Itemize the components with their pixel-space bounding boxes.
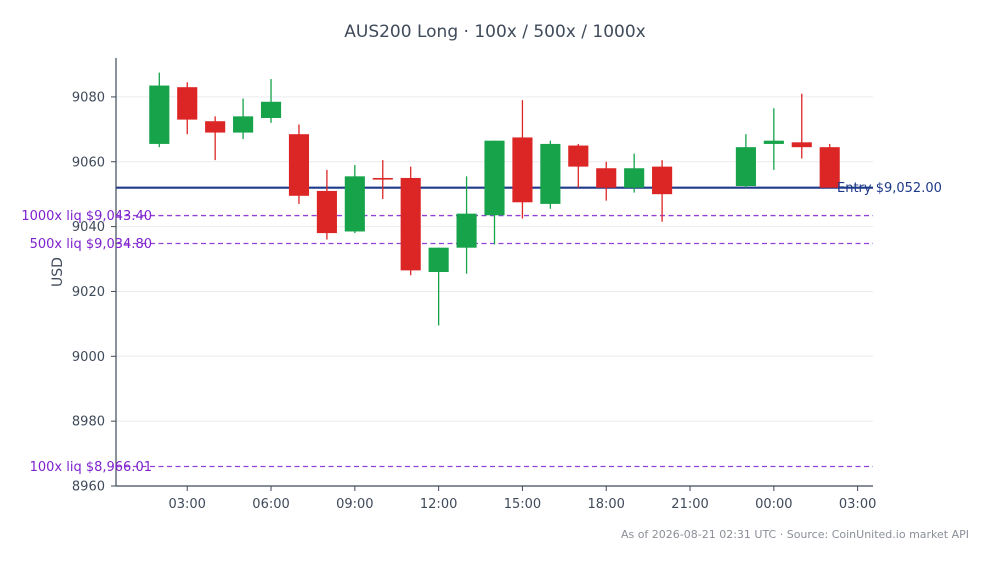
candle-body [316, 190, 337, 234]
candle-body [149, 85, 170, 144]
y-axis-title: USD [50, 257, 66, 287]
entry-label: Entry $9,052.00 [837, 181, 942, 196]
candles [149, 72, 840, 326]
candle-body [791, 142, 812, 148]
y-tick-label: 9080 [72, 90, 105, 105]
candle-body [512, 137, 533, 203]
candle-body [540, 143, 561, 204]
candle-body [372, 177, 393, 180]
x-tick-label: 12:00 [420, 497, 457, 512]
candle-body [456, 213, 477, 248]
reference-labels: Entry $9,052.00 1000x liq $9,043.40 500x l… [21, 181, 942, 475]
candle-body [484, 140, 505, 216]
y-tick-label: 9040 [72, 220, 105, 235]
x-tick-label: 00:00 [755, 497, 792, 512]
y-tick-label: 8960 [72, 480, 105, 495]
y-tick-label: 9060 [72, 155, 105, 170]
y-tick-label: 8980 [72, 415, 105, 430]
candle-body [177, 87, 198, 120]
candle-body [288, 134, 310, 196]
candle-body [400, 177, 421, 271]
y-tick-label: 9020 [72, 285, 105, 300]
candle-body [205, 121, 226, 133]
candle-body [763, 140, 784, 144]
y-tick-label: 9000 [72, 350, 105, 365]
x-tick-label: 15:00 [504, 497, 541, 512]
x-tick-label: 03:00 [168, 497, 205, 512]
candle-body [819, 147, 840, 188]
candle-body [596, 168, 617, 188]
candle-body [344, 176, 365, 232]
candle-body [233, 116, 254, 133]
candle-body [568, 145, 589, 167]
x-tick-label: 09:00 [336, 497, 373, 512]
axes: 8960 8980 9000 9020 9040 9060 9080 03:00 06:00 09… [72, 58, 876, 512]
liq-1000x-label: 1000x liq $9,043.40 [21, 209, 152, 224]
x-tick-label: 03:00 [839, 497, 876, 512]
chart-title: AUS200 Long · 100x / 500x / 1000x [344, 22, 645, 42]
x-tick-label: 06:00 [252, 497, 289, 512]
candle-body [260, 101, 282, 118]
candle-body [624, 168, 645, 188]
candle-body [428, 247, 449, 272]
liq-100x-label: 100x liq $8,966.01 [30, 460, 152, 475]
candle-body [652, 166, 673, 195]
liq-500x-label: 500x liq $9,034.80 [30, 237, 152, 252]
candle-body [735, 147, 756, 187]
x-tick-label: 18:00 [587, 497, 624, 512]
x-tick-label: 21:00 [671, 497, 708, 512]
footer-note: As of 2026-08-21 02:31 UTC · Source: Coi… [621, 528, 969, 541]
